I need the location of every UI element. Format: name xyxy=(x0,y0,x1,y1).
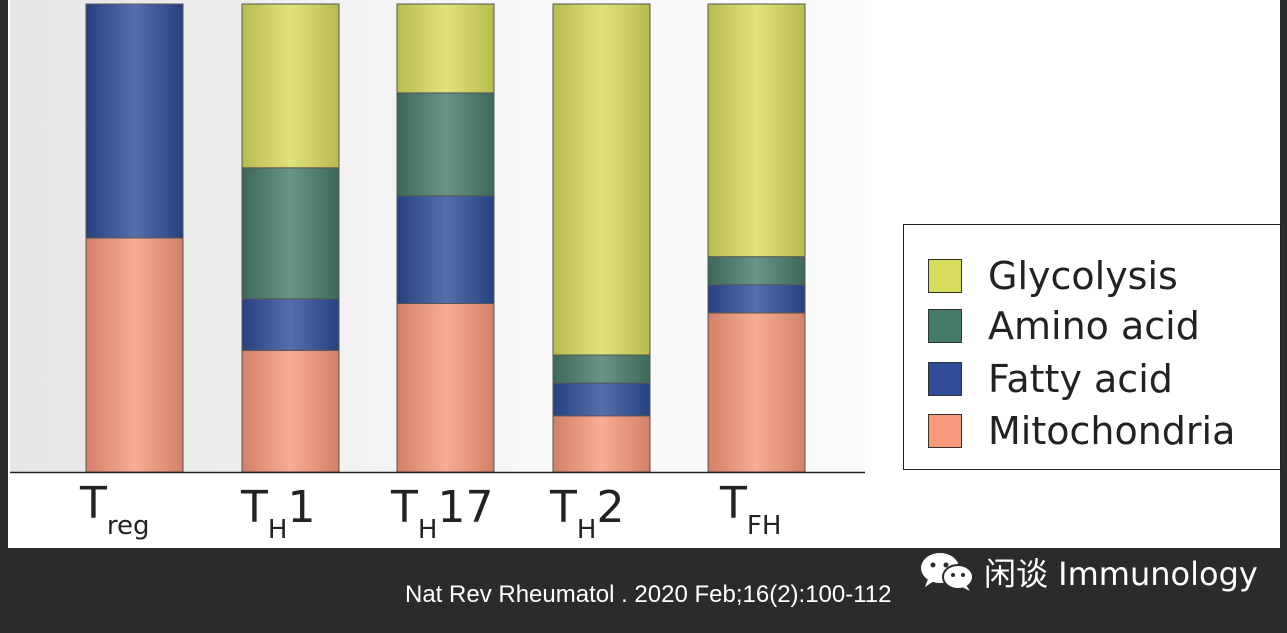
bar-segment-glycolysis xyxy=(552,3,651,356)
x-tick-label-base: T xyxy=(550,482,577,533)
x-tick-label-subscript: reg xyxy=(106,511,150,541)
x-tick-label-suffix: 2 xyxy=(596,482,625,533)
legend-item: Mitochondria xyxy=(928,408,1235,454)
bar-segment-fatty-acid xyxy=(552,382,651,417)
x-tick-label-subscript: H xyxy=(576,515,597,545)
legend-swatch xyxy=(928,259,962,293)
bar-segment-mitochondria xyxy=(85,237,184,473)
bar-segment-amino-acid xyxy=(396,92,495,197)
x-tick-label: TH2 xyxy=(550,482,624,546)
bar-segment-fatty-acid xyxy=(396,195,495,305)
legend-label: Mitochondria xyxy=(988,409,1236,453)
wechat-icon xyxy=(921,553,974,591)
x-tick-label: TFH xyxy=(720,482,781,546)
bar-segment-mitochondria xyxy=(241,349,340,473)
legend-swatch xyxy=(928,362,962,396)
x-tick-label-suffix: 1 xyxy=(287,482,316,533)
x-tick-label: Treg xyxy=(80,482,150,546)
legend-swatch xyxy=(928,309,962,343)
x-tick-label-subscript: H xyxy=(267,515,288,545)
legend-item: Amino acid xyxy=(928,303,1200,349)
watermark-text: 闲谈 Immunology xyxy=(984,555,1258,593)
legend-label: Fatty acid xyxy=(988,357,1173,401)
bar-segment-glycolysis xyxy=(241,3,340,169)
legend-item: Fatty acid xyxy=(928,356,1173,402)
bar-segment-fatty-acid xyxy=(241,298,340,351)
bar-segment-mitochondria xyxy=(552,415,651,473)
legend-label: Glycolysis xyxy=(988,254,1178,298)
legend-label: Amino acid xyxy=(988,304,1200,348)
bar-segment-mitochondria xyxy=(396,303,495,473)
x-tick-label-subscript: FH xyxy=(746,511,782,541)
bar-segment-glycolysis xyxy=(707,3,806,258)
x-tick-label-base: T xyxy=(720,478,747,529)
stacked-bar-chart xyxy=(10,3,865,474)
legend-item: Glycolysis xyxy=(928,253,1178,299)
legend: Glycolysis Amino acid Fatty acid Mitochondr… xyxy=(903,224,1281,470)
bar-segment-fatty-acid xyxy=(707,284,806,314)
bar-segment-amino-acid xyxy=(552,354,651,384)
x-tick-label: TH17 xyxy=(391,482,493,546)
x-tick-label-base: T xyxy=(241,482,268,533)
x-tick-label: TH1 xyxy=(241,482,315,546)
legend-swatch xyxy=(928,414,962,448)
bar-segment-fatty-acid xyxy=(85,3,184,239)
watermark: 闲谈 Immunology xyxy=(918,552,1258,593)
citation-text: Nat Rev Rheumatol . 2020 Feb;16(2):100-1… xyxy=(405,581,892,608)
bar-segment-amino-acid xyxy=(707,256,806,286)
bar-segment-mitochondria xyxy=(707,312,806,473)
figure-panel: Treg TH1 TH17 TH2 TFH Glycolysis Amino acid Fa… xyxy=(8,0,1281,548)
x-tick-label-base: T xyxy=(80,478,107,529)
x-tick-label-base: T xyxy=(391,482,418,533)
bar-segment-glycolysis xyxy=(396,3,495,94)
bar-segment-amino-acid xyxy=(241,167,340,300)
x-tick-label-subscript: H xyxy=(417,515,438,545)
x-tick-label-suffix: 17 xyxy=(437,482,494,533)
